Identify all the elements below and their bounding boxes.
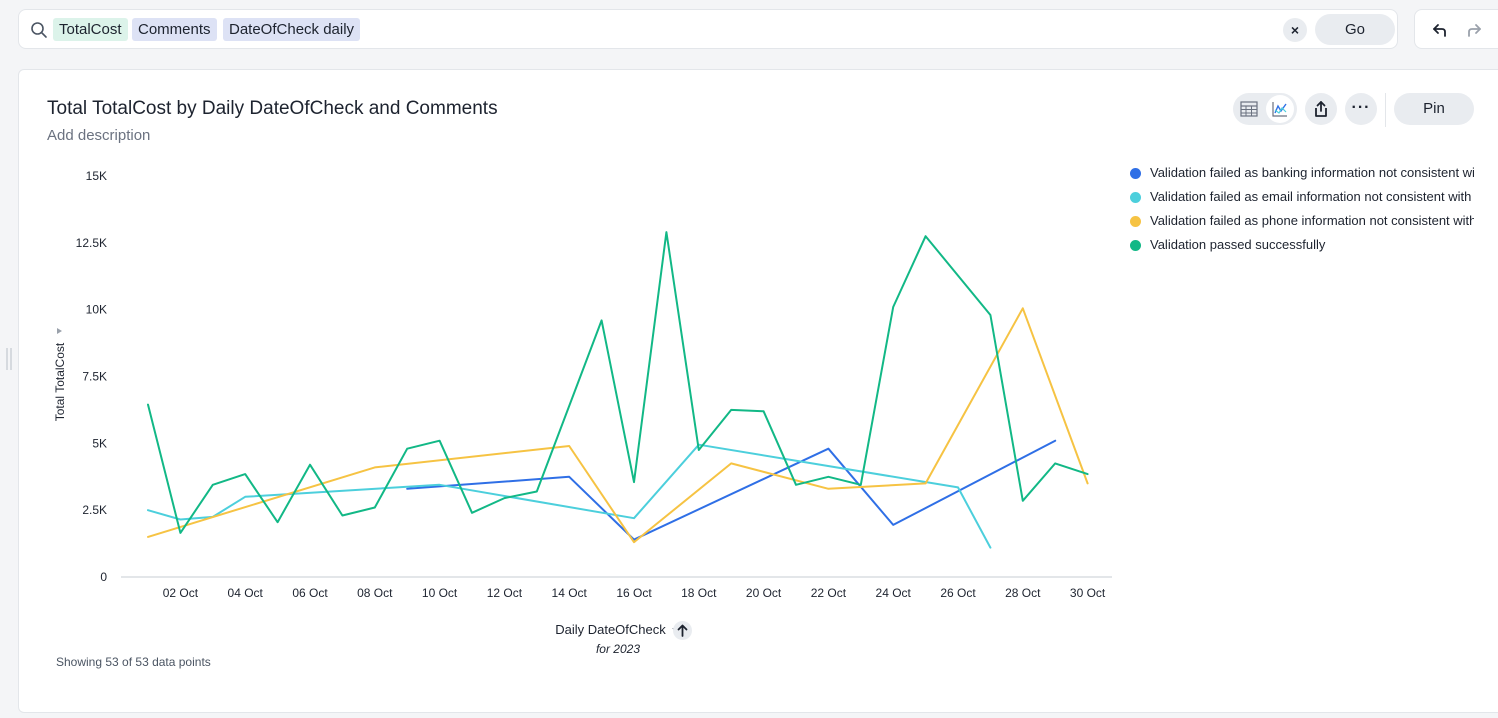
view-toggle — [1233, 93, 1297, 125]
clear-search-button[interactable]: × — [1283, 18, 1307, 42]
x-tick-label: 22 Oct — [811, 586, 847, 600]
data-points-summary: Showing 53 of 53 data points — [56, 655, 211, 669]
x-tick-label: 14 Oct — [552, 586, 588, 600]
y-tick-label: 15K — [86, 169, 107, 183]
arrow-up-icon — [677, 624, 688, 637]
x-axis-title-row: Daily DateOfCheck — [0, 621, 1236, 639]
line-chart-icon — [1272, 102, 1287, 117]
sort-ascending-button[interactable] — [673, 621, 692, 640]
x-tick-label: 16 Oct — [616, 586, 652, 600]
x-tick-label: 02 Oct — [163, 586, 199, 600]
toolbar-divider — [1385, 93, 1386, 127]
y-axis-label[interactable]: Total TotalCost — [53, 342, 67, 422]
undo-icon[interactable] — [1431, 21, 1449, 39]
legend-item[interactable]: Validation failed as email information n… — [1130, 187, 1474, 211]
line-chart: 0 2.5K 5K 7.5K 10K 12.5K 15K 02 Oct 04 Oct 06 Oct… — [76, 169, 1112, 600]
search-icon — [31, 22, 47, 38]
x-tick-label: 06 Oct — [292, 586, 328, 600]
x-axis-label[interactable]: Daily DateOfCheck — [555, 622, 666, 637]
y-tick-label: 0 — [100, 570, 107, 584]
x-tick-label: 30 Oct — [1070, 586, 1106, 600]
x-tick-label: 24 Oct — [876, 586, 912, 600]
redo-icon[interactable] — [1465, 21, 1483, 39]
x-tick-label: 28 Oct — [1005, 586, 1041, 600]
legend-item[interactable]: Validation failed as phone information n… — [1130, 211, 1474, 235]
y-tick-label: 12.5K — [76, 236, 107, 250]
search-bar[interactable]: TotalCost Comments DateOfCheck daily × G… — [18, 9, 1398, 49]
legend-label: Validation failed as banking information… — [1150, 165, 1474, 180]
y-tick-label: 5K — [92, 436, 107, 450]
share-icon — [1315, 101, 1327, 117]
chart-title[interactable]: Total TotalCost by Daily DateOfCheck and… — [47, 98, 498, 119]
x-tick-label: 20 Oct — [746, 586, 782, 600]
share-button[interactable] — [1305, 93, 1337, 125]
search-token-dateofcheck[interactable]: DateOfCheck daily — [223, 18, 361, 41]
series-line — [147, 307, 1089, 544]
x-tick-label: 26 Oct — [940, 586, 976, 600]
legend-label: Validation passed successfully — [1150, 237, 1326, 252]
chart-legend: Validation failed as banking information… — [1130, 163, 1474, 259]
x-tick-label: 04 Oct — [228, 586, 264, 600]
legend-label: Validation failed as email information n… — [1150, 189, 1474, 204]
search-token-totalcost[interactable]: TotalCost — [53, 18, 128, 41]
pin-button[interactable]: Pin — [1394, 93, 1474, 125]
y-tick-label: 2.5K — [82, 503, 107, 517]
chart-description[interactable]: Add description — [47, 127, 151, 144]
legend-item[interactable]: Validation passed successfully — [1130, 235, 1474, 259]
chart-card — [18, 69, 1498, 713]
panel-resize-handle[interactable] — [5, 348, 13, 370]
table-view-icon[interactable] — [1239, 99, 1259, 119]
x-tick-label: 10 Oct — [422, 586, 458, 600]
more-options-button[interactable]: ··· — [1345, 93, 1377, 125]
x-tick-label: 08 Oct — [357, 586, 393, 600]
legend-swatch — [1130, 192, 1141, 203]
legend-item[interactable]: Validation failed as banking information… — [1130, 163, 1474, 187]
search-token-comments[interactable]: Comments — [132, 18, 217, 41]
chart-view-button[interactable] — [1266, 95, 1294, 123]
series-line — [147, 443, 992, 549]
x-tick-label: 18 Oct — [681, 586, 717, 600]
legend-swatch — [1130, 216, 1141, 227]
go-button[interactable]: Go — [1315, 14, 1395, 45]
y-tick-label: 10K — [86, 303, 107, 317]
legend-swatch — [1130, 168, 1141, 179]
legend-label: Validation failed as phone information n… — [1150, 213, 1474, 228]
series-line — [406, 439, 1057, 541]
history-controls — [1414, 9, 1498, 49]
y-tick-label: 7.5K — [82, 370, 107, 384]
x-axis-sublabel: for 2023 — [595, 642, 641, 656]
legend-swatch — [1130, 240, 1141, 251]
y-axis-caret-icon[interactable] — [55, 327, 63, 335]
x-tick-label: 12 Oct — [487, 586, 523, 600]
series-line — [147, 231, 1089, 534]
